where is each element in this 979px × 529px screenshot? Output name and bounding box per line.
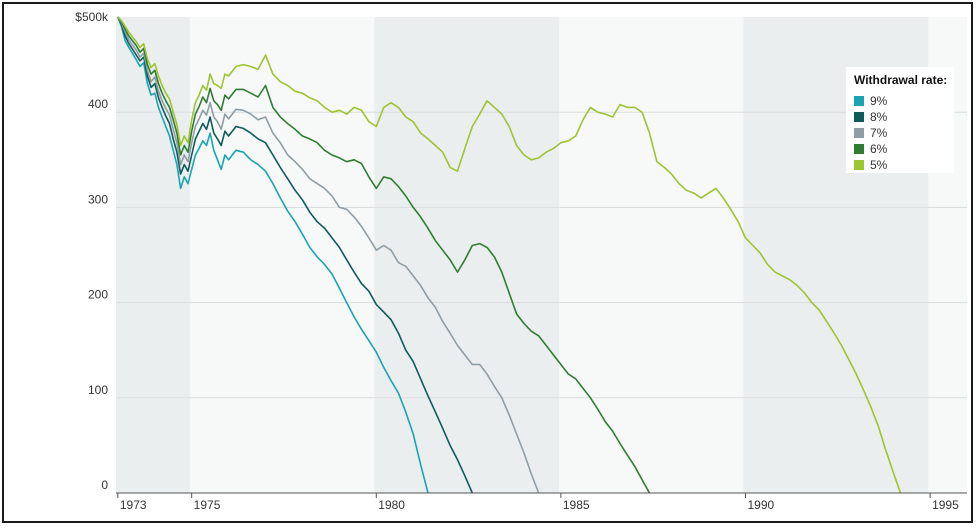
legend-label: 8% (870, 110, 888, 124)
legend-swatch (854, 144, 864, 154)
series-line-8pct (117, 16, 474, 494)
legend: Withdrawal rate: 9% 8% 7% 6% 5% (846, 67, 954, 173)
axes: 0 100 200 300 400 $500k 1973 1975 1980 1985 1990 19… (75, 10, 967, 512)
legend-title: Withdrawal rate: (854, 73, 947, 87)
legend-label: 5% (870, 158, 888, 172)
legend-label: 7% (870, 126, 888, 140)
chart-background (116, 17, 967, 493)
series-line-7pct (117, 16, 540, 494)
series-lines (117, 16, 902, 494)
x-tick-label: 1995 (932, 498, 959, 512)
y-tick-label: 400 (88, 97, 108, 111)
x-tick-label: 1980 (378, 498, 405, 512)
y-tick-label: 200 (88, 288, 108, 302)
y-tick-label: 0 (101, 478, 108, 492)
x-tick-label: 1990 (747, 498, 774, 512)
legend-label: 9% (870, 94, 888, 108)
chart-frame: 0 100 200 300 400 $500k 1973 1975 1980 1985 1990 19… (2, 2, 973, 523)
shaded-period-0 (116, 17, 190, 493)
series-line-9pct (117, 16, 429, 494)
line-chart: 0 100 200 300 400 $500k 1973 1975 1980 1985 1990 19… (75, 10, 967, 512)
legend-swatch (854, 96, 864, 106)
x-tick-label: 1975 (194, 498, 221, 512)
legend-swatch (854, 128, 864, 138)
series-line-6pct (117, 16, 651, 494)
x-tick-label: 1973 (120, 498, 147, 512)
legend-swatch (854, 112, 864, 122)
y-tick-label: $500k (75, 10, 109, 24)
y-tick-label: 100 (88, 383, 108, 397)
y-tick-label: 300 (88, 192, 108, 206)
legend-label: 6% (870, 142, 888, 156)
series-line-5pct (117, 16, 902, 494)
gridlines (116, 111, 967, 399)
legend-swatch (854, 160, 864, 170)
x-tick-label: 1985 (563, 498, 590, 512)
